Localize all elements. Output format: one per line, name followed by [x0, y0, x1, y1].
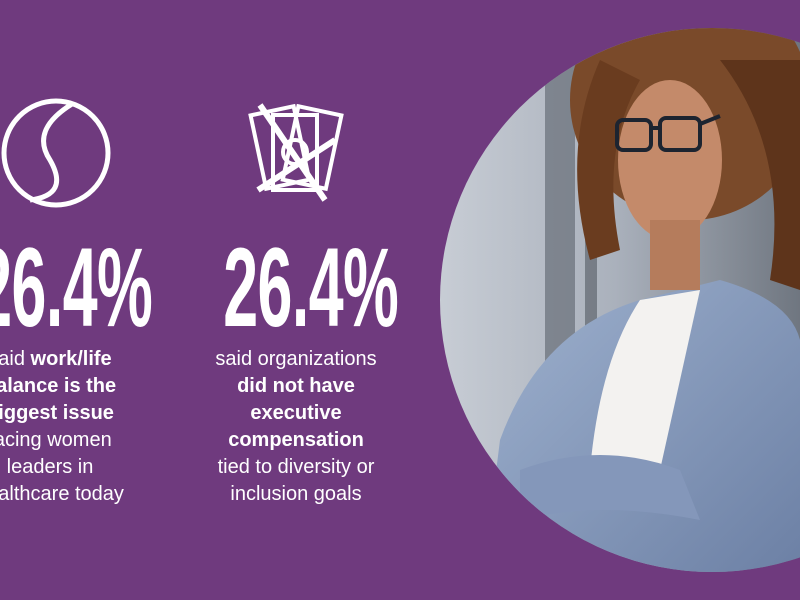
photo	[440, 28, 800, 572]
caption-line: leaders in	[0, 454, 180, 481]
caption-line: balance is the	[0, 373, 180, 400]
caption-line: facing women	[0, 427, 180, 454]
text: leaders in	[6, 456, 94, 478]
bold-text: biggest issue	[0, 402, 114, 424]
money-icon	[248, 103, 344, 202]
caption-line: healthcare today	[0, 481, 180, 508]
stat-caption: said work/lifebalance is thebiggest issu…	[0, 346, 180, 508]
caption-line: did not have	[166, 373, 426, 400]
caption-line: executive	[166, 400, 426, 427]
bold-text: executive	[250, 402, 342, 424]
stat-value: 26.4%	[223, 225, 399, 350]
stat: 26.4% said organizations did not have execu…	[166, 225, 426, 508]
caption-line: compensation	[166, 427, 426, 454]
text: inclusion goals	[230, 483, 362, 505]
caption-line: tied to diversity or	[166, 454, 426, 481]
balance-icon	[1, 98, 111, 208]
text: said	[0, 348, 25, 370]
bold-text: work/life	[30, 348, 112, 370]
caption-line: said work/life	[0, 346, 180, 373]
text: healthcare today	[0, 483, 124, 505]
bold-text: balance is the	[0, 375, 117, 397]
text: tied to diversity or	[217, 456, 375, 478]
caption-line: said organizations	[166, 346, 426, 373]
caption-line: inclusion goals	[166, 481, 426, 508]
stat-caption: said organizations did not have executive c…	[166, 346, 426, 508]
stat: 26.4%said work/lifebalance is thebiggest…	[0, 225, 180, 508]
caption-line: biggest issue	[0, 400, 180, 427]
stat-value: 26.4%	[0, 225, 153, 350]
bold-text: did not have	[237, 375, 355, 397]
bold-text: compensation	[228, 429, 364, 451]
text: said organizations	[215, 348, 377, 370]
text: facing women	[0, 429, 112, 451]
